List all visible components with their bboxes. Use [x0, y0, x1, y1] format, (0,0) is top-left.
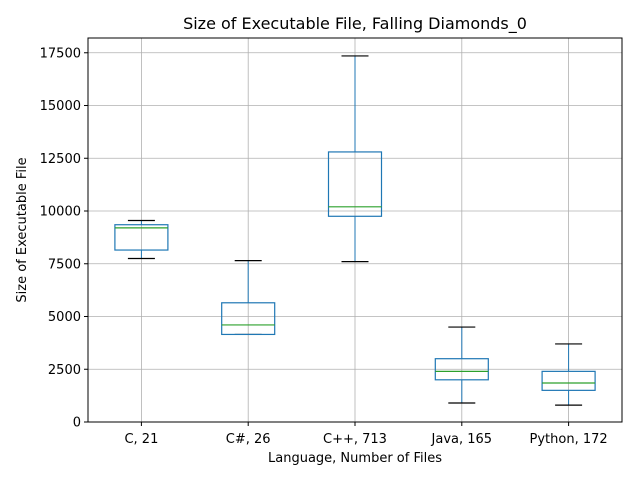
iqr-box: [114, 224, 169, 251]
y-tick-label: 10000: [40, 205, 81, 220]
x-tick-label: Python, 172: [530, 432, 608, 447]
y-tick-label: 7500: [48, 257, 81, 272]
iqr-box: [327, 151, 383, 217]
y-tick-label: 5000: [48, 310, 81, 325]
x-tick-label: C++, 713: [323, 432, 387, 447]
y-tick-label: 2500: [48, 363, 81, 378]
axis-ticks: 0 2500 5000 7500 10000 12500 15000 17500 C, 21 C#…: [40, 46, 608, 447]
y-tick-label: 17500: [40, 46, 81, 61]
iqr-box: [221, 302, 276, 336]
box-4: [434, 326, 489, 404]
box-5: [541, 343, 596, 406]
y-axis-label: Size of Executable File: [15, 157, 30, 302]
box-1: [114, 219, 169, 260]
chart-title: Size of Executable File, Falling Diamond…: [183, 14, 527, 34]
x-tick-label: C#, 26: [226, 432, 271, 447]
x-tick-label: C, 21: [124, 432, 158, 447]
y-tick-label: 15000: [40, 99, 81, 114]
y-tick-label: 0: [73, 416, 81, 431]
y-tick-label: 12500: [40, 152, 81, 167]
x-axis-label: Language, Number of Files: [268, 451, 442, 466]
box-series: [114, 55, 596, 406]
iqr-box: [541, 370, 596, 391]
box-3: [327, 55, 383, 263]
x-tick-label: Java, 165: [431, 432, 493, 447]
box-2: [221, 259, 276, 336]
iqr-box: [434, 358, 489, 381]
